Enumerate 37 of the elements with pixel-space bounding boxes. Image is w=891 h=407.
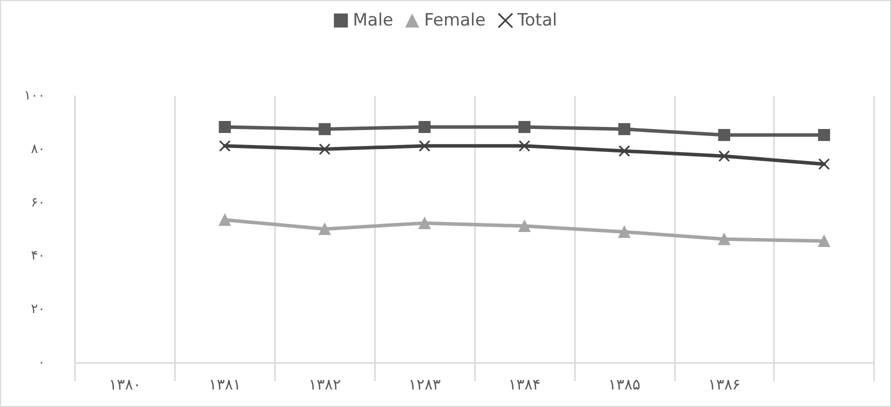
point [318, 222, 331, 235]
point [618, 145, 630, 157]
y-tick-label: ۲۰ [31, 302, 45, 318]
point [219, 140, 231, 152]
x-tick-label: ۱۳۸۲ [308, 376, 341, 394]
point [318, 123, 331, 136]
point [818, 128, 830, 141]
point [718, 128, 730, 141]
x-tick-label: ۱۳۸۰ [108, 376, 142, 394]
point [818, 234, 830, 247]
y-tick-label: ۸۰ [31, 142, 45, 157]
point [518, 120, 530, 133]
y-tick-label: ۱۰۰ [24, 88, 45, 104]
legend-label: Total [516, 10, 558, 30]
legend-label: Female [424, 10, 486, 30]
point [518, 220, 530, 232]
point [718, 233, 730, 246]
x-tick-label: ۱۳۸۴ [508, 376, 541, 394]
point [718, 150, 730, 162]
x-tick-label: ۱۳۸۵ [608, 376, 640, 394]
point [418, 217, 431, 230]
x-tick-label: ۱۳۸۱ [208, 376, 241, 394]
point [218, 120, 231, 133]
point [618, 226, 630, 238]
point [518, 140, 530, 152]
point [818, 158, 830, 170]
x-tick-label: ۱۲۸۳ [408, 376, 441, 394]
y-tick-label: ۴۰ [31, 248, 45, 264]
point [318, 143, 330, 155]
point [418, 140, 430, 152]
y-tick-label: ۰ [38, 356, 45, 370]
point [618, 123, 630, 136]
legend-label: Male [352, 10, 394, 30]
point [418, 120, 431, 133]
x-tick-label: ۱۳۸۶ [708, 376, 740, 394]
point [218, 214, 231, 226]
y-tick-label: ۶۰ [31, 195, 45, 210]
